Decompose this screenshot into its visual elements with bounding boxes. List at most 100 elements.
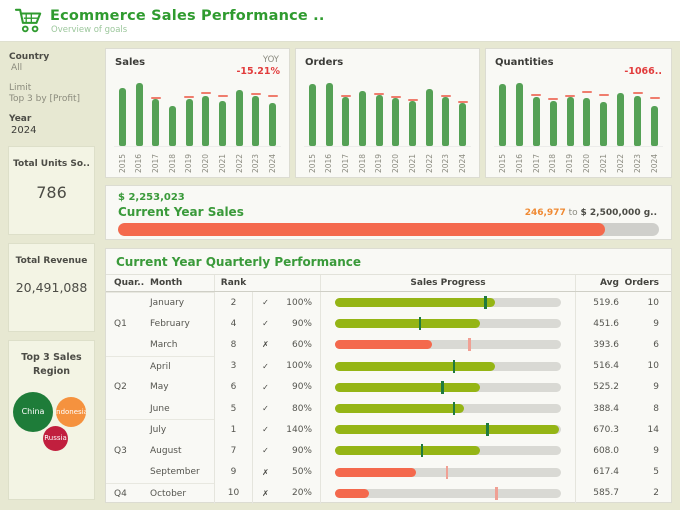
progress-cell	[320, 355, 575, 377]
year-bar	[219, 100, 227, 146]
limit-filter-label: Limit	[9, 83, 32, 93]
bar-column: 2017	[337, 83, 355, 173]
year-axis-label: 2024	[649, 153, 659, 173]
quarter-cell	[106, 355, 142, 377]
remaining-amount: 246,977	[524, 208, 566, 218]
orders-chart-title: Orders	[305, 57, 344, 68]
year-axis-label: 2018	[548, 153, 558, 173]
quarter-cell: Q3	[114, 445, 127, 456]
orders-cell: 9	[653, 318, 659, 329]
progress-fill	[335, 298, 496, 308]
year-filter-label: Year	[9, 114, 32, 124]
avg-cell: 670.3	[575, 419, 627, 441]
rank-cell: 7	[214, 440, 252, 462]
bar-column: 2024	[646, 83, 664, 173]
region-bubble-russia: Russia	[43, 425, 68, 451]
rank-cell: 3	[214, 355, 252, 377]
year-axis-label: 2020	[201, 153, 211, 173]
table-row: July 1 ✓ 140% 670.3 14	[106, 419, 671, 441]
orders-cell: 8	[653, 403, 659, 414]
cross-icon: ✗	[252, 482, 278, 504]
quarter-cell	[106, 292, 142, 313]
target-marker	[420, 444, 424, 458]
year-bar	[634, 96, 642, 146]
reference-tick	[200, 91, 211, 94]
bar-column: 2023	[629, 83, 647, 173]
yoy-value: -15.21%	[236, 66, 280, 77]
progress-track	[335, 317, 561, 331]
table-row: January 2 ✓ 100% 519.6 10	[106, 292, 671, 314]
orders-cell: 2	[653, 488, 659, 499]
progress-cell	[320, 376, 575, 398]
shopping-cart-icon	[14, 7, 44, 39]
year-bar	[342, 96, 350, 146]
progress-fill	[335, 488, 369, 498]
year-bar	[235, 89, 243, 146]
cross-icon: ✗	[252, 461, 278, 483]
app-header: Ecommerce Sales Performance .. Overview …	[0, 0, 680, 42]
bar-column: 2022	[612, 83, 630, 173]
progress-track	[335, 465, 561, 479]
year-axis-label: 2023	[441, 153, 451, 173]
quarter-cell	[106, 462, 142, 483]
month-cell: January	[142, 292, 214, 313]
year-bar	[425, 88, 433, 146]
year-axis-label: 2015	[307, 153, 317, 173]
bar-column: 2016	[510, 83, 528, 173]
region-bubble-china: China	[13, 391, 53, 432]
progress-fill	[335, 467, 417, 477]
sales-chart-title: Sales	[115, 57, 146, 68]
year-bar	[566, 96, 574, 146]
month-cell: June	[150, 403, 170, 414]
table-row: Q3 August 7 ✓ 90% 608.0 9	[106, 440, 671, 462]
table-row: June 5 ✓ 80% 388.4 8	[106, 397, 671, 420]
bar-column: 2021	[404, 83, 421, 173]
reference-tick	[407, 99, 418, 102]
bar-column: 2017	[147, 83, 165, 173]
orders-cell: 6	[653, 339, 659, 350]
table-row: Q1 February 4 ✓ 90% 451.6 9	[106, 313, 671, 335]
page-subtitle: Overview of goals	[51, 25, 128, 35]
year-bar	[651, 106, 659, 146]
check-icon: ✓	[252, 292, 278, 314]
quantities-bar-chart: 2015 2016 2017 2018 2019 2020 2021 2022 2023 2024	[494, 83, 664, 173]
reference-tick	[250, 92, 261, 95]
target-marker	[445, 465, 449, 479]
year-bar	[409, 101, 417, 146]
year-bar	[459, 102, 467, 146]
bar-column: 2015	[114, 83, 131, 173]
month-cell: August	[150, 445, 182, 456]
bar-column: 2018	[164, 83, 181, 173]
table-body: January 2 ✓ 100% 519.6 10 Q1 February 4 ✓ 90% 451.6…	[106, 292, 671, 504]
year-bar	[185, 98, 193, 146]
limit-filter-value[interactable]: Top 3 by [Profit]	[9, 94, 81, 104]
bar-column: 2020	[197, 83, 215, 173]
percent-cell: 100%	[286, 361, 312, 372]
sales-progress-bar	[118, 223, 659, 236]
country-filter-value[interactable]: All	[11, 63, 23, 73]
bar-column: 2024	[454, 83, 472, 173]
year-bar	[168, 106, 176, 146]
col-rank: Rank	[214, 275, 252, 291]
bar-column: 2019	[370, 83, 388, 173]
year-filter-value[interactable]: 2024	[11, 125, 37, 136]
bar-column: 2015	[494, 83, 511, 173]
rank-cell: 5	[214, 397, 252, 420]
target-marker	[484, 296, 487, 310]
check-icon: ✓	[252, 355, 278, 377]
bar-column: 2015	[304, 83, 321, 173]
col-avg: Avg	[575, 275, 627, 291]
month-cell: July	[142, 419, 214, 440]
progress-fill	[335, 319, 480, 329]
bar-column: 2022	[420, 83, 438, 173]
reference-tick	[440, 94, 451, 97]
year-bar	[442, 96, 450, 146]
reference-tick	[390, 96, 401, 99]
orders-cell: 5	[653, 467, 659, 478]
bar-column: 2022	[230, 83, 248, 173]
progress-cell	[320, 482, 575, 504]
progress-track	[335, 444, 561, 458]
percent-cell: 50%	[291, 467, 312, 478]
year-bar	[269, 102, 277, 146]
